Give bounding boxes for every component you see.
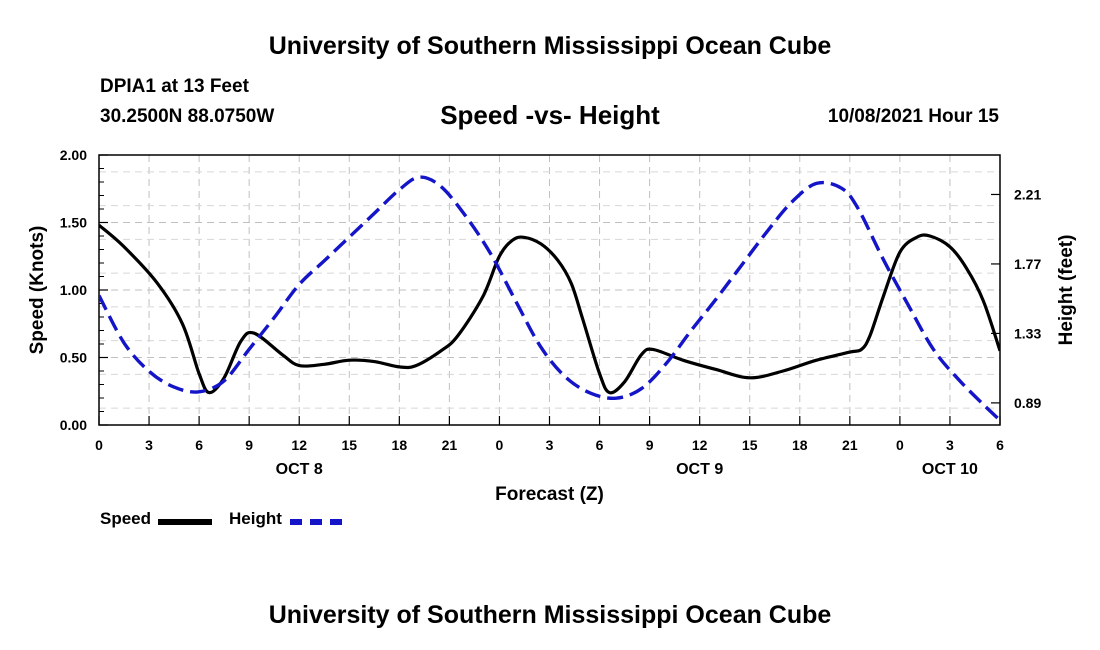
- x-tick-label: 3: [145, 437, 153, 453]
- x-tick-label: 18: [792, 437, 808, 453]
- y2-tick-label: 1.33: [1014, 325, 1041, 341]
- x-tick-label: 9: [245, 437, 253, 453]
- x-tick-label: 15: [341, 437, 357, 453]
- legend-height-label: Height: [229, 509, 282, 528]
- series-line-height: [99, 175, 1000, 422]
- legend-speed-swatch: [158, 519, 212, 525]
- y-tick-label: 2.00: [60, 147, 87, 163]
- y2-tick-label: 2.21: [1014, 186, 1041, 202]
- station-label: DPIA1 at 13 Feet: [100, 76, 249, 97]
- x-tick-label: 0: [496, 437, 504, 453]
- x-day-label: OCT 10: [922, 461, 978, 478]
- station-coordinates: 30.2500N 88.0750W: [100, 106, 275, 127]
- y-tick-label: 0.50: [60, 350, 87, 366]
- x-tick-label: 0: [896, 437, 904, 453]
- x-axis-label: Forecast (Z): [495, 484, 604, 505]
- x-day-label: OCT 8: [276, 461, 323, 478]
- y-axis-label: Speed (Knots): [27, 226, 48, 355]
- y-tick-label: 1.50: [60, 215, 87, 231]
- x-tick-label: 3: [946, 437, 954, 453]
- legend-height-swatch: [290, 519, 342, 525]
- x-tick-label: 21: [442, 437, 458, 453]
- x-tick-label: 15: [742, 437, 758, 453]
- chart-header-title: University of Southern Mississippi Ocean…: [268, 32, 832, 60]
- series-line-speed: [99, 223, 1000, 395]
- forecast-datetime: 10/08/2021 Hour 15: [827, 106, 999, 127]
- x-tick-label: 12: [291, 437, 307, 453]
- y2-axis-label: Height (feet): [1056, 235, 1077, 346]
- y2-tick-label: 0.89: [1014, 395, 1041, 411]
- x-tick-label: 6: [596, 437, 604, 453]
- x-day-label: OCT 9: [676, 461, 723, 478]
- y-tick-label: 1.00: [60, 282, 87, 298]
- x-tick-label: 9: [646, 437, 654, 453]
- x-tick-label: 18: [392, 437, 408, 453]
- x-tick-label: 0: [95, 437, 103, 453]
- x-tick-label: 6: [996, 437, 1004, 453]
- x-tick-label: 3: [546, 437, 554, 453]
- y2-tick-label: 1.77: [1014, 256, 1041, 272]
- x-tick-label: 12: [692, 437, 708, 453]
- chart-footer-title: University of Southern Mississippi Ocean…: [268, 601, 832, 629]
- chart-title: Speed -vs- Height: [440, 100, 660, 130]
- legend-speed-label: Speed: [100, 509, 152, 528]
- x-tick-label: 6: [195, 437, 203, 453]
- x-tick-label: 21: [842, 437, 858, 453]
- y-tick-label: 0.00: [60, 417, 87, 433]
